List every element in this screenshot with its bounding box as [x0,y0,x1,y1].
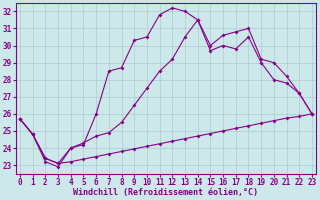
X-axis label: Windchill (Refroidissement éolien,°C): Windchill (Refroidissement éolien,°C) [74,188,259,197]
